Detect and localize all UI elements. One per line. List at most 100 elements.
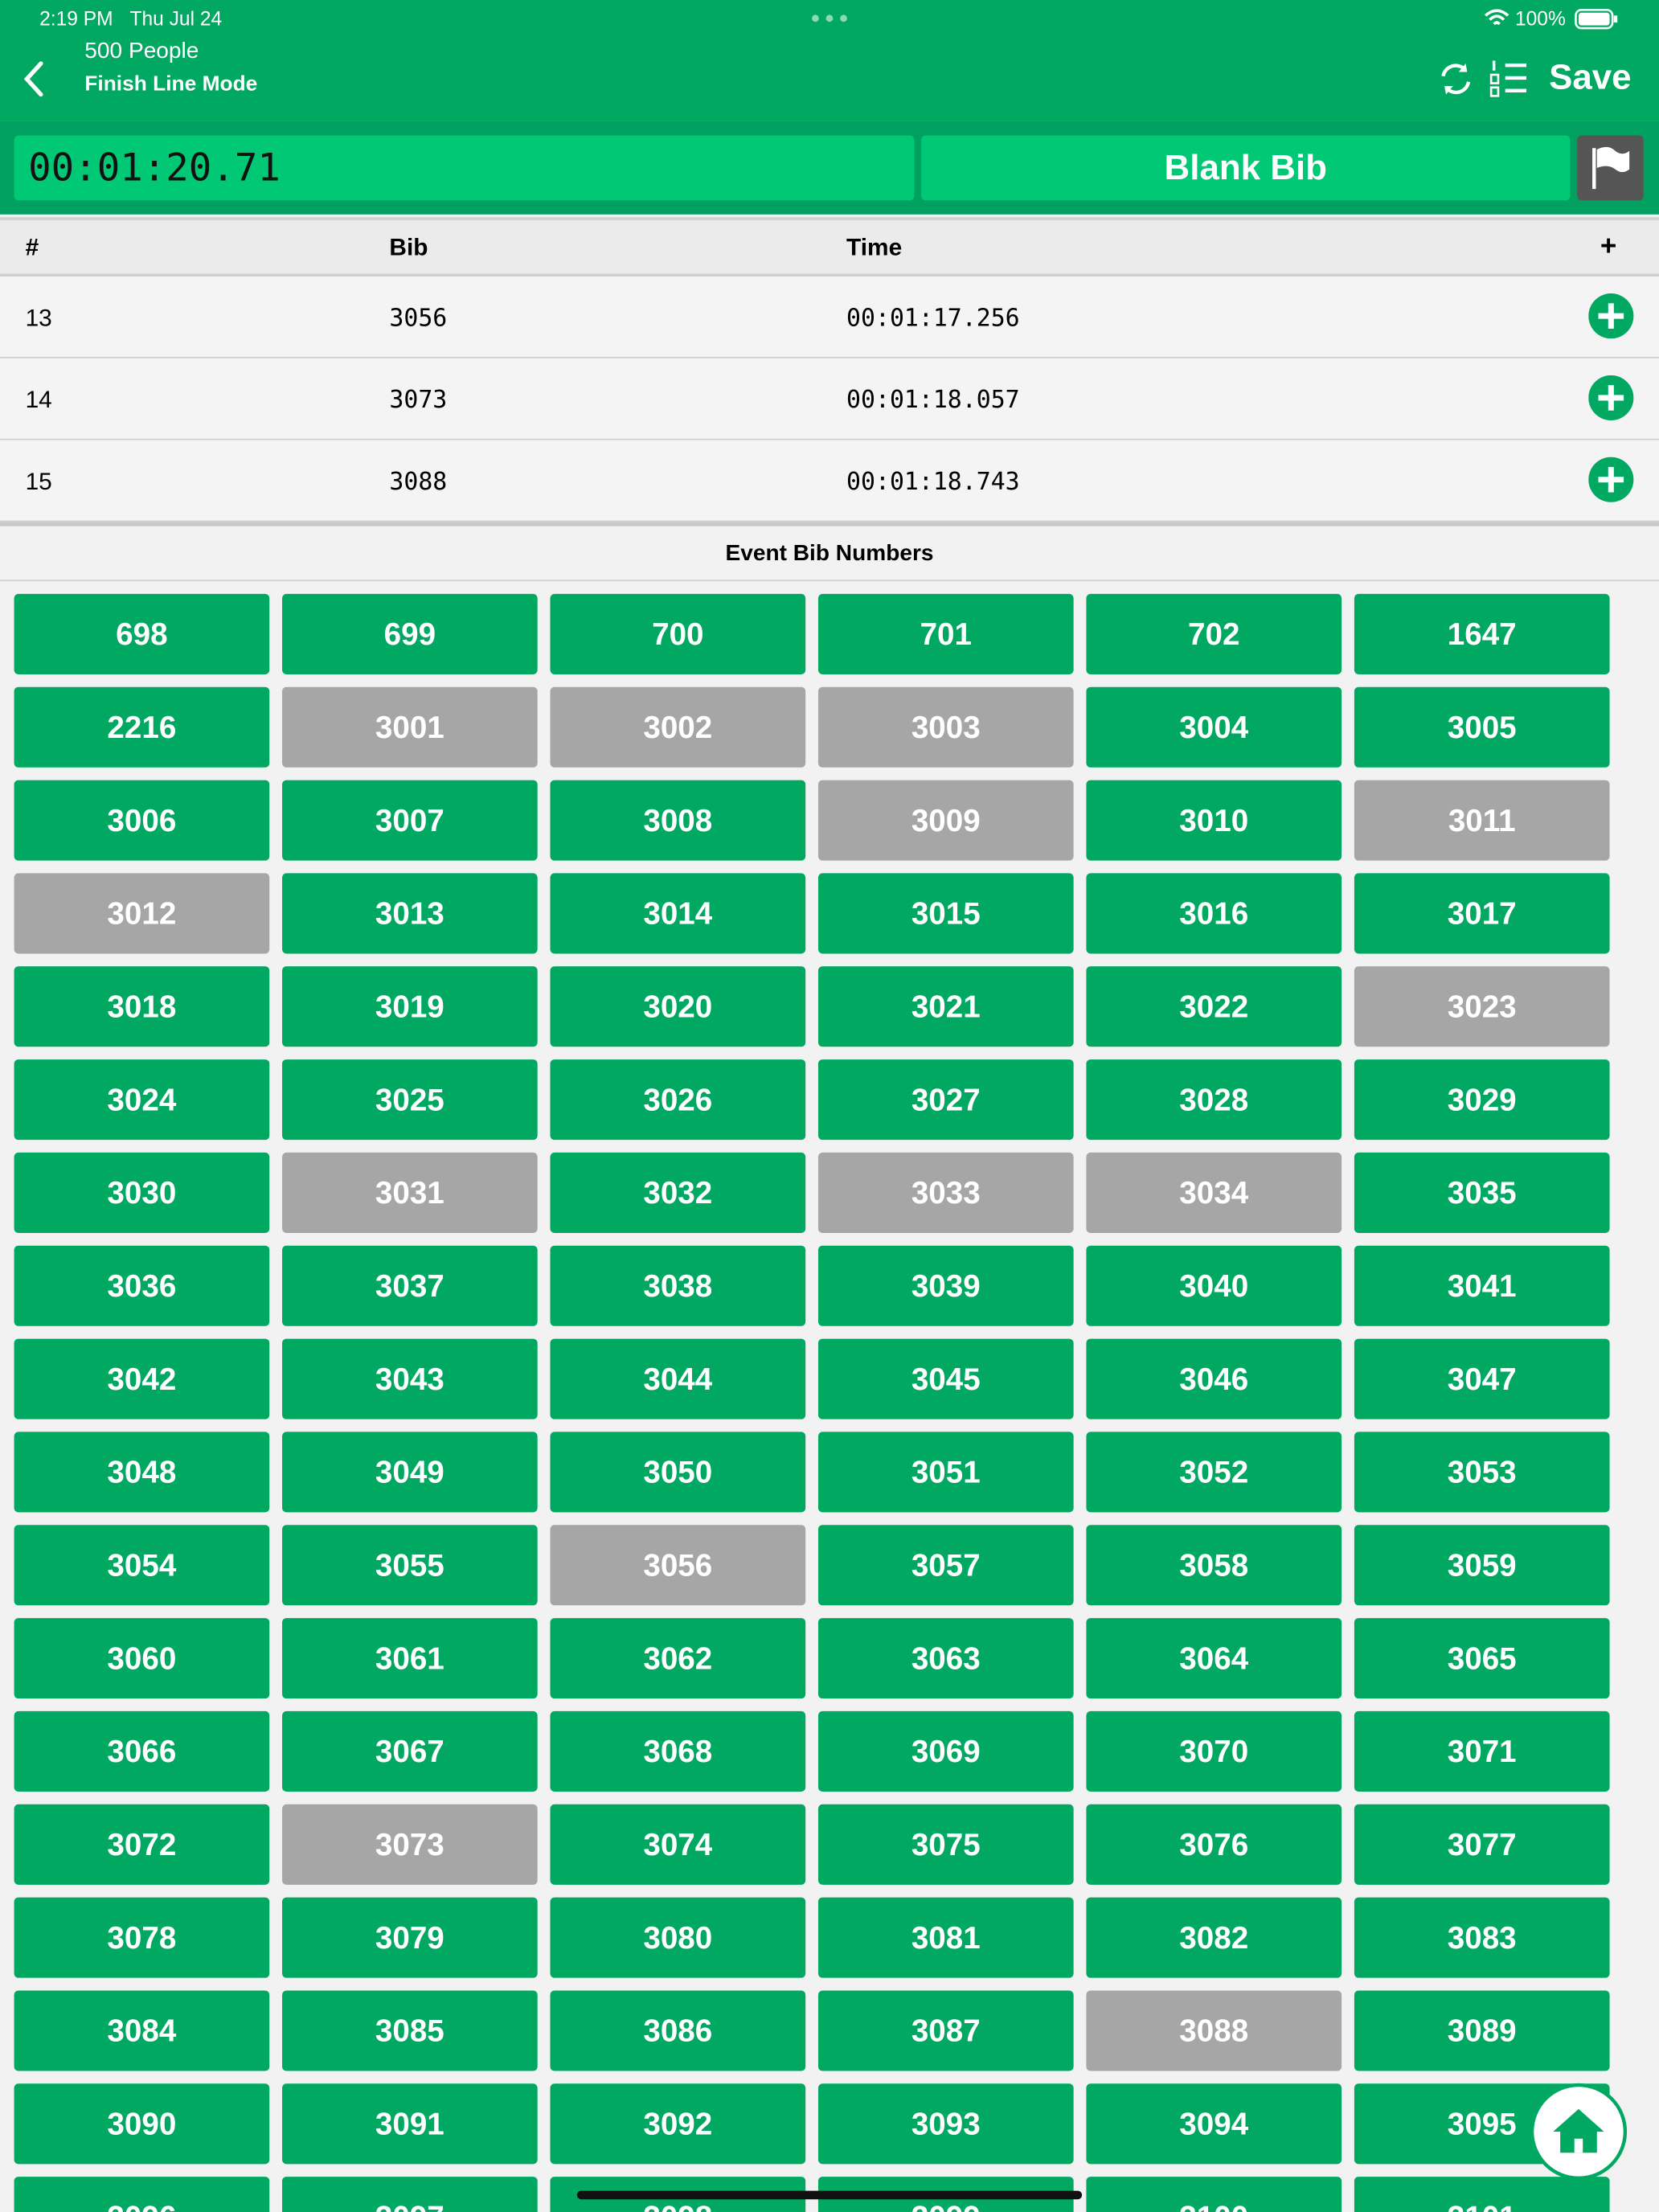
bib-button[interactable]: 3002 xyxy=(550,686,806,768)
blank-bib-button[interactable]: Blank Bib xyxy=(921,135,1571,201)
bib-button[interactable]: 3030 xyxy=(14,1152,270,1233)
back-button[interactable] xyxy=(20,59,48,99)
sync-button[interactable] xyxy=(1437,60,1474,97)
bib-button[interactable]: 3025 xyxy=(282,1059,538,1141)
save-button[interactable]: Save xyxy=(1549,57,1632,98)
bib-button[interactable]: 3056 xyxy=(550,1525,806,1606)
bib-button[interactable]: 700 xyxy=(550,593,806,674)
bib-button[interactable]: 3090 xyxy=(14,2083,270,2165)
bib-button[interactable]: 3043 xyxy=(282,1338,538,1419)
bib-button[interactable]: 3021 xyxy=(817,966,1074,1047)
bib-button[interactable]: 3063 xyxy=(817,1618,1074,1699)
bib-button[interactable]: 3066 xyxy=(14,1710,270,1792)
bib-button[interactable]: 3010 xyxy=(1086,780,1342,861)
bib-button[interactable]: 1647 xyxy=(1354,593,1610,674)
bib-button[interactable]: 3008 xyxy=(550,780,806,861)
bib-button[interactable]: 3028 xyxy=(1086,1059,1342,1141)
add-button[interactable] xyxy=(1588,457,1634,502)
bib-button[interactable]: 3015 xyxy=(817,873,1074,954)
bib-button[interactable]: 3069 xyxy=(817,1710,1074,1792)
bib-button[interactable]: 3100 xyxy=(1086,2177,1342,2212)
bib-button[interactable]: 3048 xyxy=(14,1432,270,1513)
bib-button[interactable]: 3078 xyxy=(14,1897,270,1978)
bib-button[interactable]: 3001 xyxy=(282,686,538,768)
bib-button[interactable]: 3033 xyxy=(817,1152,1074,1233)
bib-button[interactable]: 3011 xyxy=(1354,780,1610,861)
bib-button[interactable]: 3081 xyxy=(817,1897,1074,1978)
bib-button[interactable]: 3026 xyxy=(550,1059,806,1141)
bib-button[interactable]: 3020 xyxy=(550,966,806,1047)
bib-button[interactable]: 3077 xyxy=(1354,1804,1610,1885)
bib-button[interactable]: 3004 xyxy=(1086,686,1342,768)
bib-button[interactable]: 3067 xyxy=(282,1710,538,1792)
bib-button[interactable]: 3076 xyxy=(1086,1804,1342,1885)
bib-button[interactable]: 3074 xyxy=(550,1804,806,1885)
bib-button[interactable]: 3070 xyxy=(1086,1710,1342,1792)
bib-button[interactable]: 3039 xyxy=(817,1245,1074,1326)
bib-button[interactable]: 3051 xyxy=(817,1432,1074,1513)
bib-button[interactable]: 3101 xyxy=(1354,2177,1610,2212)
bib-button[interactable]: 3086 xyxy=(550,1990,806,2071)
bib-button[interactable]: 3017 xyxy=(1354,873,1610,954)
bib-button[interactable]: 3072 xyxy=(14,1804,270,1885)
bib-button[interactable]: 3061 xyxy=(282,1618,538,1699)
bib-button[interactable]: 3018 xyxy=(14,966,270,1047)
bib-button[interactable]: 699 xyxy=(282,593,538,674)
bib-button[interactable]: 3009 xyxy=(817,780,1074,861)
column-header[interactable]: + xyxy=(1600,231,1617,263)
bib-button[interactable]: 3050 xyxy=(550,1432,806,1513)
bib-button[interactable]: 3082 xyxy=(1086,1897,1342,1978)
bib-button[interactable]: 702 xyxy=(1086,593,1342,674)
bib-button[interactable]: 3068 xyxy=(550,1710,806,1792)
bib-button[interactable]: 3036 xyxy=(14,1245,270,1326)
bib-button[interactable]: 3007 xyxy=(282,780,538,861)
bib-button[interactable]: 3054 xyxy=(14,1525,270,1606)
bib-button[interactable]: 3052 xyxy=(1086,1432,1342,1513)
bib-button[interactable]: 3097 xyxy=(282,2177,538,2212)
bib-button[interactable]: 3057 xyxy=(817,1525,1074,1606)
bib-button[interactable]: 3093 xyxy=(817,2083,1074,2165)
bib-button[interactable]: 3016 xyxy=(1086,873,1342,954)
bib-button[interactable]: 3044 xyxy=(550,1338,806,1419)
bib-button[interactable]: 3087 xyxy=(817,1990,1074,2071)
bib-button[interactable]: 3062 xyxy=(550,1618,806,1699)
bib-button[interactable]: 3022 xyxy=(1086,966,1342,1047)
bib-button[interactable]: 3034 xyxy=(1086,1152,1342,1233)
bib-button[interactable]: 3071 xyxy=(1354,1710,1610,1792)
bib-button[interactable]: 3031 xyxy=(282,1152,538,1233)
bib-button[interactable]: 3037 xyxy=(282,1245,538,1326)
bib-button[interactable]: 3055 xyxy=(282,1525,538,1606)
bib-button[interactable]: 3038 xyxy=(550,1245,806,1326)
bib-button[interactable]: 3080 xyxy=(550,1897,806,1978)
bib-button[interactable]: 3040 xyxy=(1086,1245,1342,1326)
bib-button[interactable]: 3045 xyxy=(817,1338,1074,1419)
bib-button[interactable]: 701 xyxy=(817,593,1074,674)
bib-button[interactable]: 3085 xyxy=(282,1990,538,2071)
bib-button[interactable]: 698 xyxy=(14,593,270,674)
bib-button[interactable]: 3059 xyxy=(1354,1525,1610,1606)
bib-button[interactable]: 3065 xyxy=(1354,1618,1610,1699)
bib-button[interactable]: 3079 xyxy=(282,1897,538,1978)
bib-button[interactable]: 3042 xyxy=(14,1338,270,1419)
bib-button[interactable]: 3089 xyxy=(1354,1990,1610,2071)
bib-button[interactable]: 3084 xyxy=(14,1990,270,2071)
bib-button[interactable]: 3083 xyxy=(1354,1897,1610,1978)
flag-button[interactable] xyxy=(1577,135,1644,201)
bib-button[interactable]: 3046 xyxy=(1086,1338,1342,1419)
bib-button[interactable]: 3088 xyxy=(1086,1990,1342,2071)
bib-button[interactable]: 3073 xyxy=(282,1804,538,1885)
bib-button[interactable]: 3013 xyxy=(282,873,538,954)
bib-button[interactable]: 3019 xyxy=(282,966,538,1047)
bib-button[interactable]: 3035 xyxy=(1354,1152,1610,1233)
bib-button[interactable]: 3096 xyxy=(14,2177,270,2212)
bib-button[interactable]: 3058 xyxy=(1086,1525,1342,1606)
bib-button[interactable]: 3060 xyxy=(14,1618,270,1699)
bib-button[interactable]: 3091 xyxy=(282,2083,538,2165)
bib-button[interactable]: 3029 xyxy=(1354,1059,1610,1141)
bib-button[interactable]: 3003 xyxy=(817,686,1074,768)
bib-button[interactable]: 3032 xyxy=(550,1152,806,1233)
bib-button[interactable]: 2216 xyxy=(14,686,270,768)
bib-button[interactable]: 3012 xyxy=(14,873,270,954)
bib-button[interactable]: 3006 xyxy=(14,780,270,861)
bib-button[interactable]: 3047 xyxy=(1354,1338,1610,1419)
